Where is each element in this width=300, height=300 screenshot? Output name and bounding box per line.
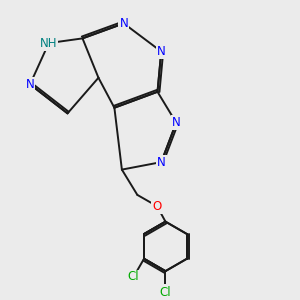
Text: Cl: Cl	[128, 271, 139, 284]
Text: N: N	[157, 156, 166, 169]
Text: N: N	[157, 45, 166, 58]
Text: N: N	[26, 78, 34, 91]
Text: Cl: Cl	[160, 286, 171, 299]
Text: O: O	[152, 200, 162, 213]
Text: N: N	[119, 17, 128, 30]
Text: NH: NH	[40, 37, 58, 50]
Text: N: N	[172, 116, 181, 129]
